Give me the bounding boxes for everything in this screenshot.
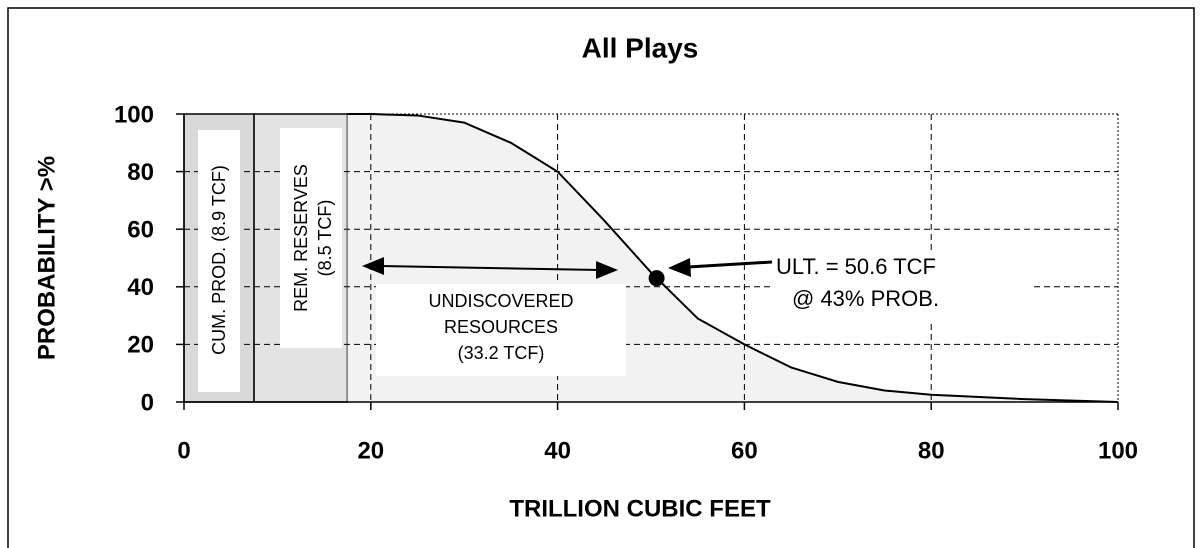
arrowhead <box>668 258 691 277</box>
y-tick-label: 80 <box>127 159 154 186</box>
x-tick-label: 60 <box>731 437 758 464</box>
annotation: RESOURCES <box>444 317 558 337</box>
annotation: (8.5 TCF) <box>315 200 335 277</box>
label-box <box>376 284 626 376</box>
y-tick-label: 60 <box>127 217 154 244</box>
x-tick-label: 0 <box>177 437 190 464</box>
label-box <box>280 128 342 348</box>
annotation: @ 43% PROB. <box>792 286 939 311</box>
annotation: (33.2 TCF) <box>458 343 545 363</box>
annotations: CUM. PROD. (8.9 TCF) REM. RESERVES (8.5 … <box>198 128 1032 392</box>
y-axis-label: PROBABILITY >% <box>33 156 60 360</box>
annotation: UNDISCOVERED <box>428 291 573 311</box>
x-axis-label: TRILLION CUBIC FEET <box>509 495 771 522</box>
arrow <box>687 260 773 269</box>
y-tick-label: 100 <box>114 101 154 128</box>
y-tick-label: 40 <box>127 274 154 301</box>
label-box <box>198 130 240 392</box>
arrowhead <box>362 257 384 275</box>
y-tick-label: 20 <box>127 332 154 359</box>
annotation: REM. RESERVES <box>291 164 311 312</box>
x-tick-label: 20 <box>357 437 384 464</box>
chart-title: All Plays <box>582 32 699 63</box>
y-tick-label: 0 <box>141 389 154 416</box>
x-tick-label: 100 <box>1098 437 1138 464</box>
annotation: ULT. = 50.6 TCF <box>776 254 936 279</box>
arrowhead <box>596 261 618 279</box>
annotation: CUM. PROD. (8.9 TCF) <box>209 165 229 355</box>
x-tick-label: 80 <box>918 437 945 464</box>
point <box>648 270 665 287</box>
line <box>347 113 1119 403</box>
label-box <box>772 250 1032 320</box>
arrow <box>379 265 601 271</box>
x-tick-label: 40 <box>544 437 571 464</box>
